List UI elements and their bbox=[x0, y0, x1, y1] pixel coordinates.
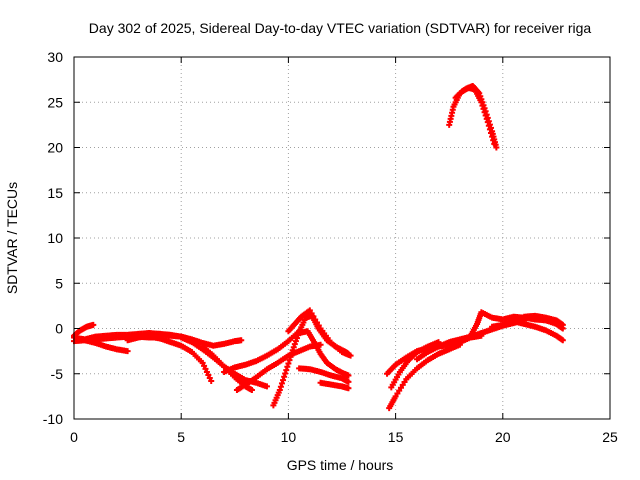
data-point bbox=[90, 321, 97, 328]
y-tick-label: 15 bbox=[47, 185, 63, 201]
x-tick-label: 5 bbox=[177, 429, 185, 445]
data-point bbox=[285, 360, 292, 367]
data-point bbox=[478, 99, 485, 106]
series-arc-19 bbox=[388, 339, 442, 391]
data-point bbox=[203, 368, 210, 375]
data-point bbox=[456, 341, 463, 348]
data-point bbox=[559, 321, 566, 328]
data-point bbox=[486, 126, 493, 133]
data-point bbox=[490, 137, 497, 144]
data-point bbox=[287, 353, 294, 360]
data-point bbox=[282, 370, 289, 377]
data-point bbox=[277, 383, 284, 390]
series-arc-11 bbox=[221, 328, 303, 375]
data-point bbox=[313, 319, 320, 326]
series-arc-15 bbox=[296, 365, 352, 385]
y-tick-label: 20 bbox=[47, 140, 63, 156]
series-arc-10 bbox=[233, 341, 324, 394]
data-point bbox=[481, 109, 488, 116]
data-point bbox=[306, 307, 313, 314]
y-tick-label: 30 bbox=[47, 49, 63, 65]
chart-title: Day 302 of 2025, Sidereal Day-to-day VTE… bbox=[89, 20, 592, 36]
series-arc-18 bbox=[386, 341, 463, 412]
x-tick-label: 20 bbox=[495, 429, 511, 445]
y-tick-label: 5 bbox=[55, 275, 63, 291]
data-point bbox=[276, 387, 283, 394]
data-point bbox=[315, 322, 322, 329]
data-point bbox=[281, 373, 288, 380]
data-point bbox=[208, 377, 215, 384]
data-point bbox=[238, 337, 245, 344]
data-point bbox=[482, 112, 489, 119]
data-point bbox=[288, 350, 295, 357]
data-point bbox=[283, 367, 290, 374]
grid-lines bbox=[74, 57, 610, 419]
data-point bbox=[284, 363, 291, 370]
data-point bbox=[278, 380, 285, 387]
data-point bbox=[205, 371, 212, 378]
y-tick-label: -10 bbox=[43, 411, 63, 427]
data-point bbox=[489, 133, 496, 140]
axis-ticks: 0 5 10 15 20 25 -10 -5 0 5 10 15 20 25 30 bbox=[43, 49, 618, 445]
data-point bbox=[290, 344, 297, 351]
data-point bbox=[248, 387, 255, 394]
data-point bbox=[308, 310, 315, 317]
data-point bbox=[483, 115, 490, 122]
series-arc-4 bbox=[81, 337, 131, 355]
series-arc-16 bbox=[317, 379, 352, 392]
y-axis-label: SDTVAR / TECUs bbox=[4, 182, 20, 294]
x-tick-label: 15 bbox=[388, 429, 404, 445]
series-arc-7 bbox=[146, 333, 215, 384]
data-point bbox=[559, 337, 566, 344]
data-point bbox=[484, 119, 491, 126]
series-arc-1 bbox=[71, 321, 97, 339]
y-tick-label: -5 bbox=[51, 366, 64, 382]
series-arc-23 bbox=[510, 318, 566, 344]
data-point bbox=[488, 130, 495, 137]
data-point bbox=[202, 365, 209, 372]
y-tick-label: 10 bbox=[47, 230, 63, 246]
x-tick-label: 0 bbox=[70, 429, 78, 445]
data-point bbox=[292, 338, 299, 345]
data-point bbox=[479, 102, 486, 109]
data-point bbox=[310, 313, 317, 320]
data-point bbox=[263, 383, 270, 390]
data-point bbox=[286, 357, 293, 364]
data-point bbox=[347, 352, 354, 359]
data-point bbox=[280, 377, 287, 384]
data-point bbox=[345, 378, 352, 385]
data-point bbox=[480, 105, 487, 112]
y-tick-label: 0 bbox=[55, 321, 63, 337]
data-point bbox=[485, 122, 492, 129]
data-point bbox=[289, 347, 296, 354]
data-point bbox=[312, 316, 319, 323]
data-point bbox=[345, 385, 352, 392]
data-point bbox=[293, 335, 300, 342]
y-tick-label: 25 bbox=[47, 94, 63, 110]
series-arc-13 bbox=[296, 328, 352, 379]
data-point bbox=[317, 341, 324, 348]
data-point bbox=[493, 144, 500, 151]
data-points bbox=[71, 82, 566, 412]
data-point bbox=[124, 348, 131, 355]
data-point bbox=[291, 341, 298, 348]
data-point bbox=[199, 359, 206, 366]
series-arc-25 bbox=[452, 84, 498, 147]
x-tick-label: 25 bbox=[602, 429, 618, 445]
data-point bbox=[206, 374, 213, 381]
series-arc-14 bbox=[285, 307, 354, 359]
x-tick-label: 10 bbox=[281, 429, 297, 445]
data-point bbox=[201, 362, 208, 369]
x-axis-label: GPS time / hours bbox=[287, 457, 394, 473]
data-point bbox=[345, 372, 352, 379]
data-point bbox=[491, 140, 498, 147]
